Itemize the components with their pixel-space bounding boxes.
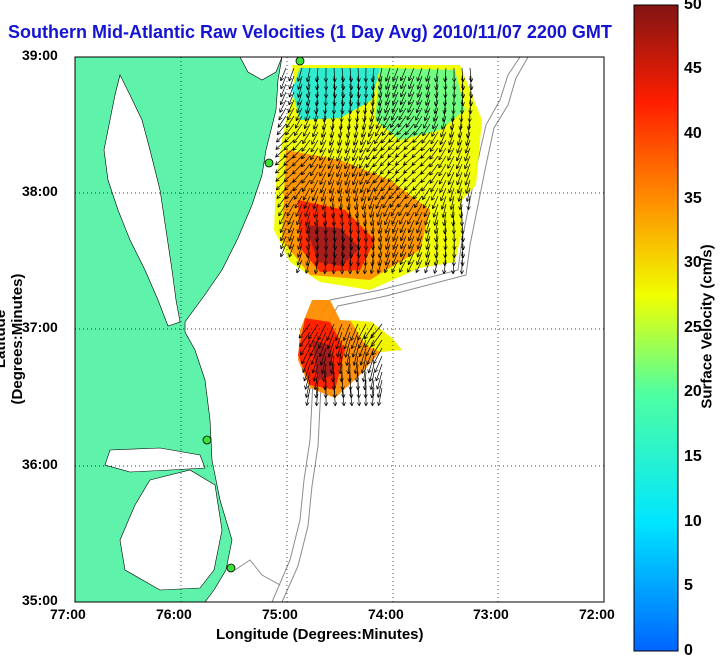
x-tick: 73:00 [473, 606, 509, 622]
station-marker [295, 57, 305, 66]
x-tick: 76:00 [156, 606, 192, 622]
colorbar-tick: 0 [684, 642, 693, 659]
colorbar-tick: 45 [684, 60, 702, 77]
y-tick: 38:00 [22, 183, 58, 199]
bathy-contour-1 [271, 57, 521, 602]
colorbar-tick: 35 [684, 190, 702, 207]
bathy-contour-2 [281, 57, 529, 602]
station-marker [202, 435, 212, 445]
x-tick: 72:00 [579, 606, 615, 622]
station-marker [226, 563, 236, 573]
colorbar-tick: 10 [684, 513, 702, 530]
delaware-bay [239, 57, 283, 81]
pamlico-sound [119, 469, 223, 591]
colorbar-tick: 25 [684, 319, 702, 336]
bathy-contour-3 [234, 559, 281, 586]
colorbar-tick: 40 [684, 125, 702, 142]
y-tick: 36:00 [22, 456, 58, 472]
colorbar-tick: 15 [684, 448, 702, 465]
y-axis-label: Latitude (Degrees:Minutes) [0, 273, 26, 405]
map-title: Southern Mid-Atlantic Raw Velocities (1 … [8, 22, 612, 42]
colorbar-tick: 30 [684, 254, 702, 271]
y-tick: 39:00 [22, 47, 58, 63]
colorbar-tick: 50 [684, 0, 702, 13]
chesapeake-bay [103, 74, 181, 327]
colorbar-tick: 20 [684, 383, 702, 400]
x-tick: 77:00 [50, 606, 86, 622]
plot-frame [74, 56, 605, 603]
velocity-arrows [274, 67, 474, 407]
colorbar [633, 4, 679, 652]
x-tick: 75:00 [262, 606, 298, 622]
x-tick: 74:00 [368, 606, 404, 622]
station-marker [264, 158, 274, 168]
velocity-arrow-set [274, 67, 474, 407]
y-tick: 35:00 [22, 592, 58, 608]
y-tick: 37:00 [22, 319, 58, 335]
colorbar-tick: 5 [684, 577, 693, 594]
x-axis-label: Longitude (Degrees:Minutes) [216, 626, 424, 643]
